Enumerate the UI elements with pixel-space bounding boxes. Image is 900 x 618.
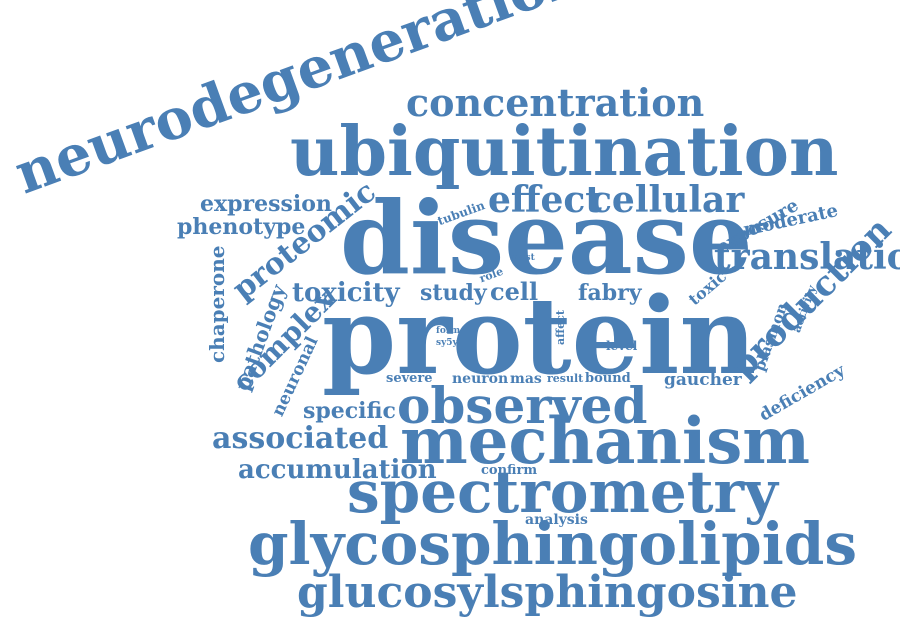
word-mechanism: mechanism [400, 404, 810, 479]
word-cell: cell [490, 277, 539, 306]
word-study: study [420, 280, 487, 306]
word-level: level [606, 339, 638, 353]
word-phenotype: phenotype [177, 214, 306, 240]
word-form: form [436, 326, 461, 336]
word-expression: expression [200, 191, 332, 217]
word-gaucher: gaucher [664, 370, 742, 390]
word-fabry: fabry [578, 280, 642, 306]
word-sy5y: sy5y [436, 338, 458, 348]
word-most: most [510, 253, 535, 263]
word-disease: disease [340, 179, 753, 297]
word-chaperone: chaperone [205, 245, 229, 363]
word-associated: associated [212, 421, 389, 456]
word-ubiquitination: ubiquitination [290, 112, 839, 192]
word-translation: translation [714, 236, 900, 278]
word-analysis: analysis [525, 512, 588, 528]
word-glycosphingolipids: glycosphingolipids [248, 510, 857, 578]
word-severe: severe [386, 371, 433, 386]
word-confirm: confirm [481, 463, 538, 478]
word-protein: protein [322, 273, 757, 398]
word-concentration: concentration [406, 80, 705, 125]
word-accumulation: accumulation [238, 455, 437, 485]
word-neuron: neuron [452, 371, 509, 387]
word-specific: specific [303, 398, 396, 424]
word-toxicity: toxicity [292, 278, 400, 308]
word-spectrometry: spectrometry [347, 458, 778, 526]
word-result: result [547, 372, 584, 385]
word-effect: effect [488, 179, 602, 221]
word-glucosylsphingosine: glucosylsphingosine [297, 567, 798, 618]
word-bound: bound [585, 371, 631, 386]
word-affect: affect [554, 310, 567, 345]
word-mas: mas [510, 371, 542, 387]
word-cellular: cellular [590, 179, 745, 221]
word-observed: observed [397, 376, 648, 435]
